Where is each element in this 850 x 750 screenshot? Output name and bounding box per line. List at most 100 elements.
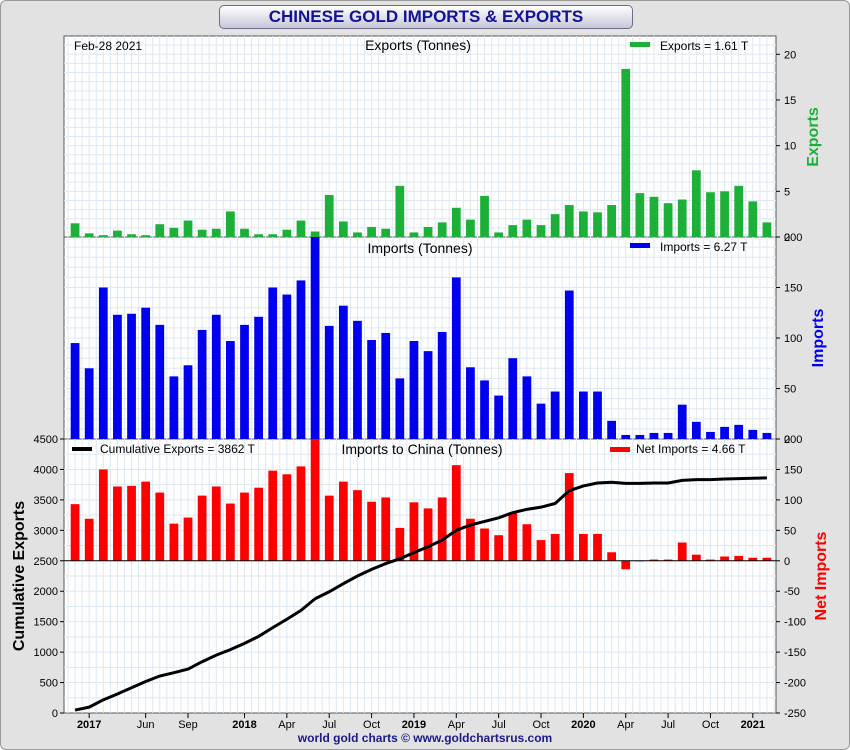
net-imports-bar (663, 559, 673, 561)
net-imports-bar (226, 503, 235, 561)
exports-bar (677, 199, 687, 237)
imports-bar (240, 324, 249, 439)
imports-bar (183, 365, 193, 439)
net-imports-axis-title: Net Imports (813, 531, 830, 620)
net-imports-bar (70, 504, 80, 561)
exports-bar (423, 226, 433, 237)
imports-bar (649, 432, 659, 439)
net-imports-bar (254, 487, 263, 561)
imports-bar (310, 237, 320, 439)
x-tick-label: Oct (532, 719, 549, 731)
cumulative-y-tick-label: 3000 (34, 525, 58, 537)
imports-bar (706, 431, 715, 439)
imports-legend-swatch (630, 243, 650, 248)
net-imports-bar (550, 533, 560, 561)
net-panel-title: Imports to China (Tonnes) (341, 441, 502, 457)
credit-line: world gold charts © www.goldchartsrus.co… (297, 731, 553, 745)
exports-bar (437, 222, 447, 237)
imports-bar (367, 340, 376, 439)
imports-bar (550, 391, 560, 439)
cumulative-legend-swatch (72, 447, 92, 451)
net-imports-bar (522, 524, 532, 561)
exports-y-tick-label: 20 (784, 49, 796, 61)
exports-bar (607, 205, 616, 237)
net-imports-bar (480, 528, 489, 561)
exports-bar (70, 223, 80, 237)
imports-bar (84, 368, 94, 439)
net-imports-bar (494, 535, 504, 561)
exports-bar (211, 228, 221, 237)
net-imports-bar (127, 485, 136, 561)
exports-bar (522, 219, 532, 237)
imports-bar (70, 343, 80, 439)
exports-bar (183, 220, 193, 237)
exports-legend-swatch (630, 42, 650, 47)
exports-bar (296, 220, 306, 237)
x-tick-label: 2021 (741, 719, 765, 731)
exports-panel-title: Exports (Tonnes) (365, 37, 471, 53)
exports-bar (254, 234, 263, 237)
exports-bar (84, 233, 94, 237)
imports-bar (226, 341, 235, 439)
exports-bar (155, 224, 165, 237)
exports-legend: Exports = 1.61 T (660, 39, 749, 53)
cumulative-y-tick-label: 4000 (34, 464, 58, 476)
net-imports-bar (155, 492, 165, 561)
imports-bar (381, 332, 391, 439)
net-imports-bar (211, 486, 221, 561)
exports-bar (748, 201, 758, 237)
exports-bar (494, 232, 504, 237)
net-imports-bar (282, 474, 292, 561)
net-imports-bar (621, 560, 631, 570)
imports-bar (409, 341, 419, 439)
exports-bar (480, 195, 489, 237)
imports-panel-title: Imports (Tonnes) (367, 240, 472, 256)
chart-title: CHINESE GOLD IMPORTS & EXPORTS (219, 5, 633, 29)
net-imports-bar (98, 469, 108, 561)
imports-bar (127, 313, 136, 439)
imports-bar (691, 421, 701, 439)
net-imports-bar (579, 533, 588, 561)
imports-bar (282, 294, 292, 439)
net-y-tick-label: 100 (784, 495, 802, 507)
net-y-tick-label: 150 (784, 464, 802, 476)
net-imports-bar (409, 502, 419, 561)
imports-bar (296, 280, 306, 439)
axis-labels: 05101520050100150200-250-200-150-100-500… (34, 49, 807, 731)
exports-bar (536, 225, 546, 237)
net-imports-bar (437, 497, 447, 561)
net-imports-bar (607, 552, 616, 561)
net-legend: Net Imports = 4.66 T (636, 442, 746, 456)
x-tick-label: 2018 (232, 719, 256, 731)
net-imports-bar (677, 542, 687, 561)
cumulative-line-layer (74, 476, 767, 712)
exports-bar (579, 211, 588, 237)
imports-bar (762, 432, 772, 439)
net-imports-bar (169, 523, 179, 561)
net-imports-bar (451, 465, 461, 561)
exports-axis-title: Exports (805, 107, 822, 167)
exports-bar (169, 227, 179, 237)
imports-bar (197, 329, 207, 439)
imports-bar (663, 432, 673, 439)
exports-bar (663, 203, 673, 237)
imports-bar (141, 307, 151, 439)
net-y-tick-label: -100 (784, 617, 806, 629)
cumulative-y-tick-label: 2500 (34, 556, 58, 568)
exports-bar (508, 225, 518, 237)
net-y-tick-label: 200 (784, 434, 802, 446)
imports-bar (621, 434, 631, 439)
imports-bar (353, 320, 362, 439)
net-imports-bar (240, 492, 249, 561)
x-tick-label: 2020 (571, 719, 595, 731)
net-legend-swatch (610, 447, 630, 452)
net-imports-bar (338, 481, 348, 561)
net-imports-bar (268, 470, 278, 561)
exports-bar (98, 235, 108, 237)
x-tick-label: 2019 (402, 719, 426, 731)
exports-bar (240, 228, 249, 237)
net-imports-bar (84, 518, 94, 561)
exports-bar (226, 211, 235, 237)
exports-bar (127, 234, 136, 237)
